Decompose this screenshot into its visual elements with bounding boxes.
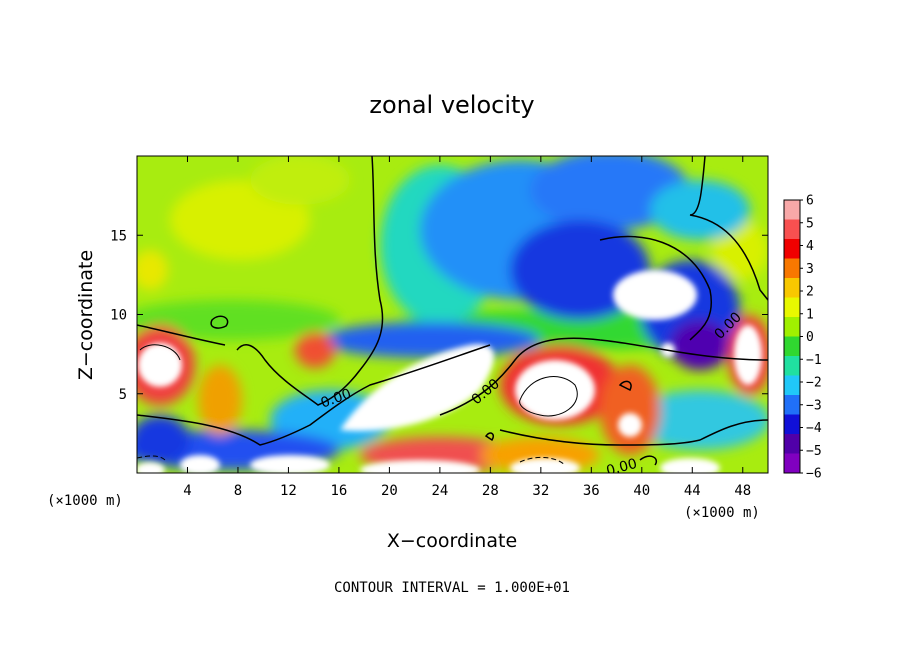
x-unit-left: (×1000 m) (47, 493, 123, 509)
heatmap-field: 0.00 0.00 0.00 0.00 (137, 156, 768, 473)
y-tick-label: 10 (110, 308, 127, 324)
colorbar-swatch (784, 278, 800, 298)
colorbar-swatch (784, 297, 800, 318)
colorbar-swatch (784, 336, 800, 357)
x-unit-right: (×1000 m) (684, 505, 760, 521)
y-tick-label: 15 (110, 228, 127, 244)
x-tick-label: 44 (684, 483, 701, 499)
colorbar-tick-label: 3 (806, 262, 814, 277)
colorbar-swatch (784, 434, 800, 454)
x-tick-label: 48 (734, 483, 751, 499)
colorbar-swatch (784, 414, 800, 435)
x-tick-label: 24 (431, 483, 448, 499)
colorbar-tick-label: 0 (806, 330, 814, 345)
x-tick-label: 40 (633, 483, 650, 499)
colorbar-swatch (784, 395, 800, 415)
colorbar-tick-label: 2 (806, 285, 814, 300)
colorbar-tick-label: −3 (806, 398, 822, 413)
colorbar-swatch (784, 356, 800, 376)
colorbar: 6 5 4 3 2 1 0 −1 −2 −3 −4 −5 −6 (783, 194, 822, 482)
colorbar-tick-label: −1 (806, 353, 822, 368)
x-tick-label: 20 (381, 483, 398, 499)
colorbar-swatch (784, 258, 800, 279)
colorbar-swatch (784, 375, 800, 396)
chart-title: zonal velocity (369, 91, 534, 119)
x-tick-label: 36 (583, 483, 600, 499)
colorbar-swatch (784, 317, 800, 337)
colorbar-tick-label: −5 (806, 444, 822, 459)
x-tick-label: 28 (482, 483, 499, 499)
x-axis: 4 8 12 16 20 24 28 32 36 40 44 48 (183, 156, 751, 499)
colorbar-swatch (784, 453, 800, 474)
colorbar-tick-label: 5 (806, 216, 814, 231)
colorbar-swatch (784, 219, 800, 240)
x-tick-label: 8 (234, 483, 242, 499)
colorbar-tick-label: 4 (806, 239, 814, 254)
y-axis-title: Z−coordinate (75, 250, 97, 380)
colorbar-tick-label: −2 (806, 376, 822, 391)
colorbar-tick-label: 6 (806, 194, 814, 209)
x-tick-label: 4 (183, 483, 191, 499)
colorbar-tick-label: −4 (806, 421, 822, 436)
colorbar-swatch (784, 239, 800, 259)
x-axis-title: X−coordinate (387, 530, 517, 552)
colorbar-tick-label: −6 (806, 467, 822, 482)
colorbar-tick-label: 1 (806, 307, 814, 322)
x-tick-label: 16 (330, 483, 347, 499)
x-tick-label: 32 (532, 483, 549, 499)
y-tick-label: 5 (119, 387, 127, 403)
contour-lines (137, 156, 768, 466)
x-tick-label: 12 (280, 483, 297, 499)
y-axis: 5 10 15 (110, 228, 768, 403)
contour-interval-note: CONTOUR INTERVAL = 1.000E+01 (334, 580, 570, 596)
colorbar-swatch (784, 200, 800, 220)
